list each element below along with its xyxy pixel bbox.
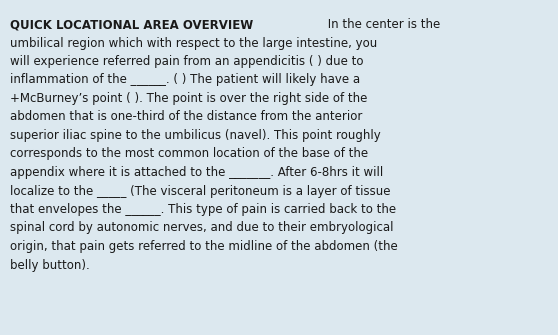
Text: will experience referred pain from an appendicitis ( ) due to: will experience referred pain from an ap… <box>10 55 363 68</box>
Text: superior iliac spine to the umbilicus (navel). This point roughly: superior iliac spine to the umbilicus (n… <box>10 129 381 142</box>
Text: corresponds to the most common location of the base of the: corresponds to the most common location … <box>10 147 368 160</box>
Text: origin, that pain gets referred to the midline of the abdomen (the: origin, that pain gets referred to the m… <box>10 240 398 253</box>
Text: that envelopes the ______. This type of pain is carried back to the: that envelopes the ______. This type of … <box>10 203 396 216</box>
Text: In the center is the: In the center is the <box>324 18 440 31</box>
Text: umbilical region which with respect to the large intestine, you: umbilical region which with respect to t… <box>10 37 377 50</box>
Text: abdomen that is one-third of the distance from the anterior: abdomen that is one-third of the distanc… <box>10 111 362 124</box>
Text: QUICK LOCATIONAL AREA OVERVIEW: QUICK LOCATIONAL AREA OVERVIEW <box>10 18 253 31</box>
Text: inflammation of the ______. ( ) The patient will likely have a: inflammation of the ______. ( ) The pati… <box>10 73 360 86</box>
Text: spinal cord by autonomic nerves, and due to their embryological: spinal cord by autonomic nerves, and due… <box>10 221 393 234</box>
Text: +McBurney’s point ( ). The point is over the right side of the: +McBurney’s point ( ). The point is over… <box>10 92 367 105</box>
Text: localize to the _____ (The visceral peritoneum is a layer of tissue: localize to the _____ (The visceral peri… <box>10 185 391 198</box>
Text: belly button).: belly button). <box>10 259 90 271</box>
Text: appendix where it is attached to the _______. After 6-8hrs it will: appendix where it is attached to the ___… <box>10 166 383 179</box>
